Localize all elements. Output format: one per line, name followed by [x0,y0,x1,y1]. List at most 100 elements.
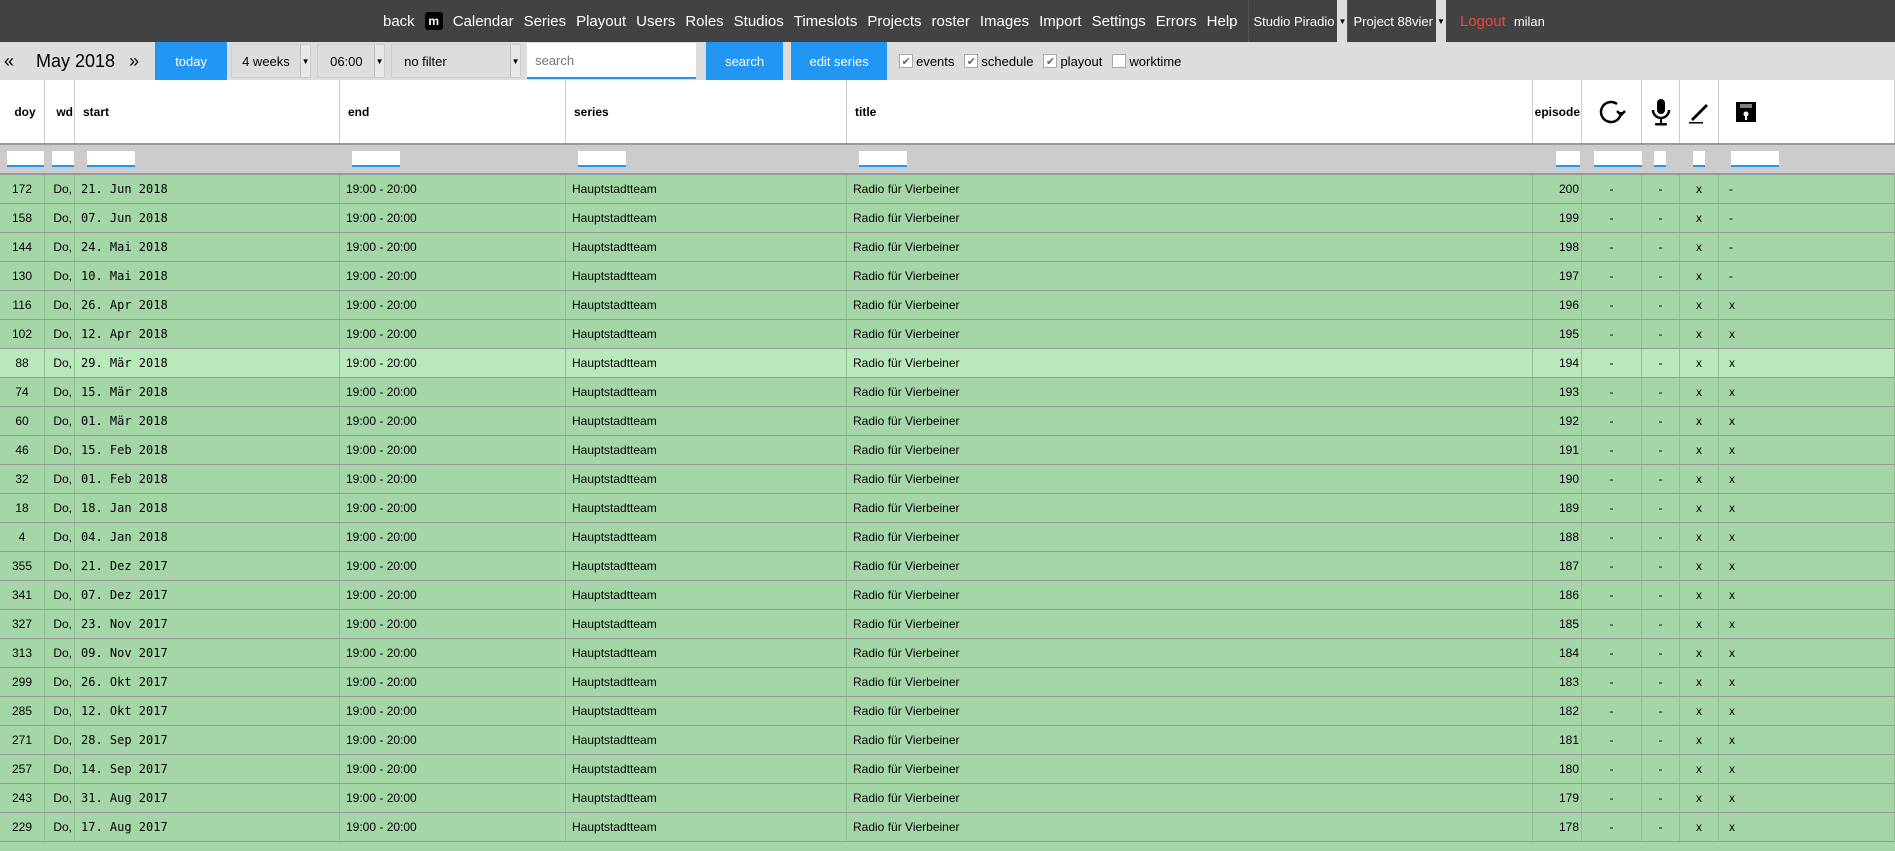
cell-microphone: - [1642,697,1680,725]
cell-series: Hauptstadtteam [566,378,847,406]
checkbox-playout[interactable]: ✔ playout [1043,54,1102,69]
next-month-button[interactable]: » [129,50,140,71]
column-header-series[interactable]: series [566,80,847,143]
checkbox-box[interactable]: ✔ [899,54,914,68]
table-row[interactable]: 130 Do, 10. Mai 2018 19:00 - 20:00 Hauptstad… [0,262,1895,291]
table-row[interactable]: 88 Do, 29. Mär 2018 19:00 - 20:00 Hauptstadt… [0,349,1895,378]
column-header-rerun[interactable] [1582,80,1642,143]
cell-start: 28. Sep 2017 [75,726,340,754]
column-filter-input[interactable] [87,151,135,167]
nav-series[interactable]: Series [523,12,567,30]
column-header-episode[interactable]: episode [1533,80,1582,143]
table-row[interactable]: 60 Do, 01. Mär 2018 19:00 - 20:00 Hauptstadt… [0,407,1895,436]
cell-doy: 299 [0,668,45,696]
cell-start: 12. Okt 2017 [75,697,340,725]
table-row[interactable]: 158 Do, 07. Jun 2018 19:00 - 20:00 Hauptstad… [0,204,1895,233]
nav-settings[interactable]: Settings [1091,12,1146,30]
cell-start: 10. Mai 2018 [75,262,340,290]
table-row[interactable]: 327 Do, 23. Nov 2017 19:00 - 20:00 Hauptstad… [0,610,1895,639]
edit-series-button[interactable]: edit series [791,42,888,80]
nav-roles[interactable]: Roles [685,12,724,30]
cell-start: 26. Okt 2017 [75,668,340,696]
column-header-floppy-disk[interactable] [1719,80,1895,143]
checkbox-box[interactable]: ✔ [964,54,979,68]
range-select[interactable]: 4 weeks ▼ [231,44,312,78]
filter-select[interactable]: no filter ▼ [391,44,522,78]
table-row[interactable]: 341 Do, 07. Dez 2017 19:00 - 20:00 Hauptstad… [0,581,1895,610]
nav-playout[interactable]: Playout [576,12,627,30]
project-select[interactable]: Project 88vier ▼ [1347,0,1446,42]
column-header-pencil[interactable] [1680,80,1719,143]
table-row[interactable]: 4 Do, 04. Jan 2018 19:00 - 20:00 Hauptstadtt… [0,523,1895,552]
table-row[interactable]: 144 Do, 24. Mai 2018 19:00 - 20:00 Hauptstad… [0,233,1895,262]
cell-series: Hauptstadtteam [566,639,847,667]
nav-projects[interactable]: Projects [867,12,922,30]
nav-studios[interactable]: Studios [733,12,784,30]
column-header-start[interactable]: start [75,80,340,143]
column-filter-input[interactable] [1594,151,1642,167]
column-header-end[interactable]: end [340,80,566,143]
time-select[interactable]: 06:00 ▼ [317,44,386,78]
table-row[interactable]: 32 Do, 01. Feb 2018 19:00 - 20:00 Hauptstadt… [0,465,1895,494]
cell-wd: Do, [45,204,75,232]
column-header-wd[interactable]: wd [45,80,75,143]
table-row[interactable]: 313 Do, 09. Nov 2017 19:00 - 20:00 Hauptstad… [0,639,1895,668]
table-row[interactable]: 172 Do, 21. Jun 2018 19:00 - 20:00 Hauptstad… [0,175,1895,204]
checkbox-schedule[interactable]: ✔ schedule [964,54,1033,69]
table-row[interactable]: 257 Do, 14. Sep 2017 19:00 - 20:00 Hauptstad… [0,755,1895,784]
nav-calendar[interactable]: Calendar [452,12,514,30]
nav-timeslots[interactable]: Timeslots [793,12,858,30]
cell-end: 19:00 - 20:00 [340,378,566,406]
cell-rerun: - [1582,262,1642,290]
studio-select[interactable]: Studio Piradio ▼ [1247,0,1348,42]
column-header-title[interactable]: title [847,80,1533,143]
nav-users[interactable]: Users [636,12,676,30]
logout-link[interactable]: Logout [1459,12,1506,30]
cell-title: Radio für Vierbeiner [847,291,1533,319]
table-row[interactable]: 355 Do, 21. Dez 2017 19:00 - 20:00 Hauptstad… [0,552,1895,581]
table-row[interactable]: 299 Do, 26. Okt 2017 19:00 - 20:00 Hauptstad… [0,668,1895,697]
column-filter-input[interactable] [1654,151,1666,167]
column-filter-input[interactable] [1692,151,1705,167]
table-row[interactable]: 285 Do, 12. Okt 2017 19:00 - 20:00 Hauptstad… [0,697,1895,726]
column-filter-input[interactable] [352,151,400,167]
search-button[interactable]: search [706,42,784,80]
checkbox-events[interactable]: ✔ events [899,54,954,69]
table-row[interactable]: 18 Do, 18. Jan 2018 19:00 - 20:00 Hauptstadt… [0,494,1895,523]
checkbox-box[interactable] [1112,54,1127,68]
column-filter-input[interactable] [7,151,44,167]
today-button[interactable]: today [155,42,228,80]
column-filter-input[interactable] [1556,151,1580,167]
table-row[interactable]: 271 Do, 28. Sep 2017 19:00 - 20:00 Hauptstad… [0,726,1895,755]
table-row[interactable]: 229 Do, 17. Aug 2017 19:00 - 20:00 Hauptstad… [0,813,1895,842]
column-filter-input[interactable] [578,151,626,167]
column-header-microphone[interactable] [1642,80,1680,143]
table-row[interactable]: 243 Do, 31. Aug 2017 19:00 - 20:00 Hauptstad… [0,784,1895,813]
nav-roster[interactable]: roster [931,12,970,30]
checkbox-worktime[interactable]: worktime [1112,54,1181,69]
column-filter-input[interactable] [52,151,74,167]
column-header-doy[interactable]: doy [0,80,45,143]
table-row[interactable]: 102 Do, 12. Apr 2018 19:00 - 20:00 Hauptstad… [0,320,1895,349]
nav-back[interactable]: back [383,12,415,30]
column-filter-input[interactable] [859,151,907,167]
column-filter-input[interactable] [1731,151,1779,167]
nav-help[interactable]: Help [1206,12,1238,30]
app-logo-icon[interactable]: m [424,12,443,30]
cell-end: 19:00 - 20:00 [340,407,566,435]
cell-doy: 327 [0,610,45,638]
table-header: doy wd start end series title episode [0,80,1895,145]
cell-start: 12. Apr 2018 [75,320,340,348]
table-row[interactable]: 116 Do, 26. Apr 2018 19:00 - 20:00 Hauptstad… [0,291,1895,320]
search-input[interactable] [527,43,697,79]
cell-wd: Do, [45,349,75,377]
nav-errors[interactable]: Errors [1155,12,1197,30]
table-row[interactable]: 74 Do, 15. Mär 2018 19:00 - 20:00 Hauptstadt… [0,378,1895,407]
table-row[interactable]: 46 Do, 15. Feb 2018 19:00 - 20:00 Hauptstadt… [0,436,1895,465]
cell-episode: 199 [1533,204,1582,232]
prev-month-button[interactable]: « [4,50,15,71]
checkbox-box[interactable]: ✔ [1043,54,1058,68]
cell-wd: Do, [45,320,75,348]
nav-import[interactable]: Import [1039,12,1082,30]
nav-images[interactable]: Images [979,12,1030,30]
